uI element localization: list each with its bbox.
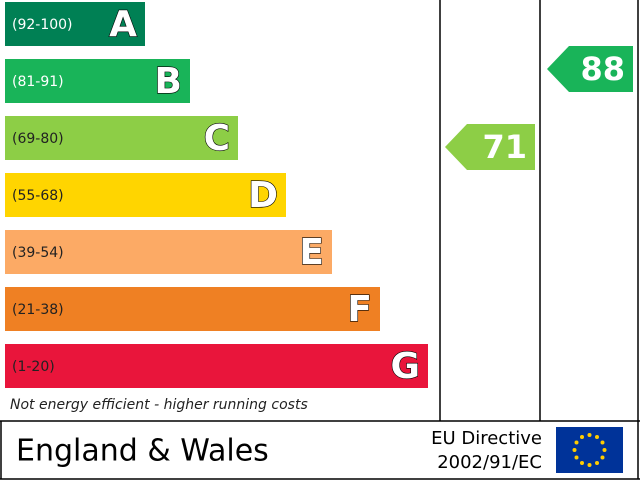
- region: England & Wales: [16, 434, 269, 469]
- band-range: (1-20): [12, 359, 55, 375]
- rating-arrow: [445, 124, 535, 170]
- star: [602, 448, 607, 452]
- band-bar: [5, 173, 286, 217]
- stars: [572, 433, 607, 467]
- rating-value: 71: [482, 128, 527, 166]
- star: [580, 435, 584, 440]
- star: [600, 440, 605, 445]
- band-letter: F: [347, 289, 372, 330]
- star: [595, 460, 599, 465]
- directive: EU Directive: [431, 428, 542, 449]
- band-bar: [5, 230, 332, 274]
- band-range: (21-38): [12, 302, 64, 318]
- band-range: (69-80): [12, 131, 64, 147]
- star: [574, 440, 579, 445]
- star: [574, 455, 579, 460]
- band-range: (81-91): [12, 74, 64, 90]
- band-letter: E: [299, 232, 324, 273]
- band-range: (92-100): [12, 17, 73, 33]
- star: [587, 463, 592, 467]
- star: [600, 455, 605, 460]
- star: [572, 448, 577, 452]
- band-letter: B: [155, 61, 182, 102]
- band-letter: C: [204, 118, 230, 159]
- star: [587, 433, 592, 437]
- band-bar: [5, 344, 428, 388]
- rating-value: 88: [580, 50, 625, 88]
- band-bar: [5, 287, 380, 331]
- band-bar: [5, 59, 190, 103]
- band-letter: D: [248, 175, 278, 216]
- eu-flag: [556, 427, 623, 473]
- band-letter: G: [390, 346, 420, 387]
- band-range: (39-54): [12, 245, 64, 261]
- star: [580, 460, 584, 465]
- band-bar: [5, 2, 145, 46]
- star: [595, 435, 599, 440]
- band-letter: A: [109, 4, 137, 45]
- band-range: (55-68): [12, 188, 64, 204]
- directive: 2002/91/EC: [437, 452, 542, 473]
- rating-arrow: [547, 46, 633, 92]
- note: Not energy efficient - higher running co…: [10, 397, 308, 413]
- band-bar: [5, 116, 238, 160]
